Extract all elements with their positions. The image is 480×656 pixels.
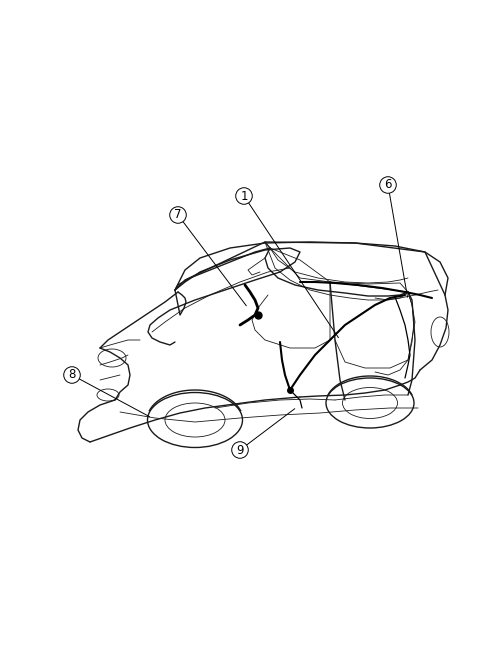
Text: 7: 7 bbox=[174, 209, 182, 222]
Text: 1: 1 bbox=[240, 190, 248, 203]
Text: 9: 9 bbox=[236, 443, 244, 457]
Text: 6: 6 bbox=[384, 178, 392, 192]
Text: 8: 8 bbox=[68, 369, 76, 382]
